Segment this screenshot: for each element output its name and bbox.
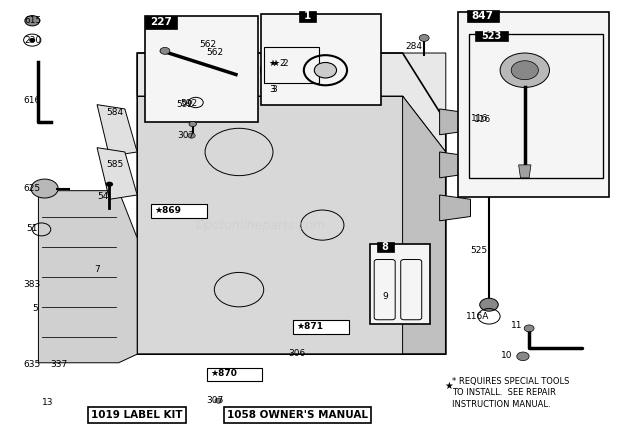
Circle shape (500, 53, 549, 87)
Circle shape (480, 298, 498, 311)
Text: 3: 3 (269, 85, 275, 94)
Text: 383: 383 (24, 280, 41, 289)
Circle shape (516, 352, 529, 361)
Text: 1: 1 (304, 11, 311, 22)
Bar (458, 12, 609, 197)
Bar (264, 47, 319, 83)
Text: 284: 284 (405, 42, 423, 51)
Text: ★: ★ (445, 381, 453, 391)
Bar (377, 242, 394, 252)
Polygon shape (440, 109, 471, 135)
Bar (144, 16, 257, 122)
Bar (260, 14, 381, 105)
Text: 616: 616 (24, 96, 41, 105)
Bar (144, 16, 177, 29)
Circle shape (160, 48, 170, 54)
Bar (469, 34, 603, 178)
Text: 337: 337 (51, 359, 68, 368)
Bar (151, 204, 207, 218)
Text: ★869: ★869 (154, 206, 182, 214)
Text: 10: 10 (502, 351, 513, 360)
Text: 5: 5 (32, 304, 38, 313)
Bar (299, 11, 316, 22)
Bar (207, 368, 262, 381)
Text: 307: 307 (206, 396, 224, 405)
Text: 51: 51 (26, 224, 38, 233)
Text: 116A: 116A (466, 312, 489, 321)
Circle shape (25, 16, 40, 26)
Text: ★871: ★871 (296, 322, 324, 331)
Circle shape (524, 325, 534, 332)
Text: 9: 9 (383, 291, 389, 301)
Polygon shape (97, 148, 137, 199)
Bar (293, 320, 349, 334)
Text: ★ 2: ★ 2 (272, 59, 288, 68)
Text: 11: 11 (512, 321, 523, 330)
Text: ★870: ★870 (210, 369, 237, 378)
Text: 525: 525 (471, 246, 487, 255)
Circle shape (31, 179, 58, 198)
Text: 562: 562 (206, 48, 223, 57)
Text: 615: 615 (25, 16, 42, 25)
Polygon shape (97, 105, 137, 156)
Polygon shape (440, 152, 471, 178)
Text: 116: 116 (471, 114, 488, 123)
Text: ★ 2: ★ 2 (269, 59, 286, 68)
Text: 625: 625 (24, 184, 41, 193)
Circle shape (512, 61, 538, 80)
Text: 585: 585 (106, 159, 123, 168)
Text: Dpctonlineparts.com: Dpctonlineparts.com (196, 219, 326, 232)
Polygon shape (402, 96, 446, 354)
Text: 584: 584 (106, 108, 123, 117)
Bar (476, 31, 508, 41)
Bar (467, 10, 499, 22)
Text: 523: 523 (481, 31, 502, 41)
Text: 8: 8 (382, 242, 389, 252)
Polygon shape (38, 191, 137, 363)
Text: 562: 562 (200, 40, 217, 49)
Text: 3: 3 (272, 85, 278, 94)
Text: 116: 116 (474, 115, 491, 124)
Circle shape (29, 38, 35, 42)
Text: 306: 306 (288, 349, 306, 358)
Circle shape (105, 182, 113, 187)
Polygon shape (137, 96, 402, 354)
Text: 592: 592 (180, 99, 198, 108)
Circle shape (419, 35, 429, 42)
Text: 592: 592 (177, 100, 194, 109)
Polygon shape (137, 53, 446, 152)
Text: 1019 LABEL KIT: 1019 LABEL KIT (91, 410, 183, 420)
Text: 7: 7 (94, 265, 100, 274)
Text: * REQUIRES SPECIAL TOOLS
TO INSTALL.  SEE REPAIR
INSTRUCTION MANUAL.: * REQUIRES SPECIAL TOOLS TO INSTALL. SEE… (452, 377, 569, 409)
Bar (370, 245, 430, 324)
Text: 307: 307 (177, 131, 195, 140)
Text: 230: 230 (25, 36, 42, 45)
Circle shape (314, 62, 337, 78)
Text: 635: 635 (24, 359, 41, 368)
Circle shape (215, 398, 223, 403)
Text: 54: 54 (97, 192, 108, 201)
Text: 1058 OWNER'S MANUAL: 1058 OWNER'S MANUAL (227, 410, 368, 420)
Polygon shape (518, 165, 531, 178)
Text: 227: 227 (149, 17, 172, 27)
Circle shape (188, 133, 195, 138)
Polygon shape (440, 195, 471, 221)
Text: 847: 847 (472, 11, 494, 21)
Text: 13: 13 (42, 398, 53, 407)
Circle shape (189, 121, 197, 126)
